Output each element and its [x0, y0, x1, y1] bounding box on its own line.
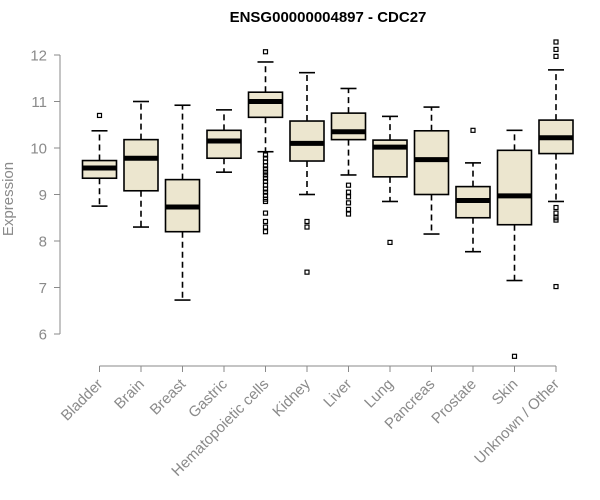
outlier-point [262, 172, 269, 178]
iqr-box [206, 129, 242, 160]
outlier-point [345, 194, 352, 200]
outlier-point [262, 152, 269, 158]
outlier-point [262, 166, 269, 172]
iqr-box [123, 138, 159, 192]
iqr-box [330, 112, 367, 141]
outlier-point [345, 211, 352, 217]
box-4 [247, 49, 284, 235]
x-tick-label: Kidney [269, 375, 314, 420]
outlier-point [387, 239, 393, 245]
outlier-point [262, 218, 269, 225]
outlier-point [262, 224, 269, 230]
box-2 [164, 104, 201, 301]
outlier-point [511, 353, 518, 359]
y-tick-label: 12 [30, 48, 47, 65]
outlier-point [262, 198, 269, 205]
outlier-point [304, 269, 310, 275]
box-9 [455, 127, 491, 253]
outlier-point [262, 186, 269, 192]
outlier-point [553, 204, 559, 211]
outlier-point [345, 206, 352, 212]
outlier-point [553, 46, 559, 53]
box-1 [123, 100, 159, 228]
x-tick-label: Bladder [58, 376, 107, 425]
plot-area [81, 39, 574, 359]
outlier-point [304, 218, 310, 225]
y-tick-label: 8 [39, 234, 47, 251]
box-11 [538, 39, 574, 290]
outlier-point [553, 210, 559, 216]
y-axis: 6 7 8 9 10 11 12 [30, 48, 61, 344]
box-6 [330, 87, 367, 217]
x-tick-label: Skin [489, 376, 522, 409]
box-3 [206, 109, 242, 173]
y-tick-label: 11 [31, 94, 47, 111]
outlier-point [345, 189, 352, 195]
box-8 [413, 106, 450, 235]
x-tick-label: Prostate [428, 376, 480, 428]
outlier-point [262, 229, 269, 235]
outlier-point [553, 53, 559, 59]
outlier-point [345, 182, 352, 188]
box-10 [496, 129, 533, 359]
y-tick-label: 10 [30, 141, 47, 158]
box-7 [372, 115, 408, 245]
x-tick-label: Lung [361, 376, 397, 412]
outlier-point [345, 200, 352, 206]
x-tick-label: Liver [320, 376, 355, 411]
y-tick-label: 6 [39, 327, 47, 344]
outlier-point [304, 224, 310, 230]
box-5 [289, 71, 325, 275]
x-tick-label: Breast [147, 375, 190, 418]
y-tick-label: 9 [39, 187, 47, 204]
y-axis-label: Expression [0, 162, 17, 236]
outlier-point [262, 163, 269, 169]
iqr-box [247, 91, 284, 119]
chart-title: ENSG00000004897 - CDC27 [230, 9, 427, 26]
box-0 [81, 112, 118, 207]
outlier-point [262, 210, 269, 216]
y-tick-label: 7 [39, 280, 47, 297]
outlier-point [262, 49, 269, 55]
outlier-point [262, 175, 269, 181]
outlier-point [262, 189, 269, 195]
x-tick-label: Brain [111, 376, 148, 413]
outlier-point [262, 169, 269, 175]
outlier-point [470, 127, 476, 133]
iqr-box [496, 149, 533, 226]
outlier-point [553, 217, 559, 223]
iqr-box [413, 129, 450, 196]
outlier-point [96, 112, 103, 119]
outlier-point [553, 283, 559, 290]
outlier-point [553, 39, 559, 45]
